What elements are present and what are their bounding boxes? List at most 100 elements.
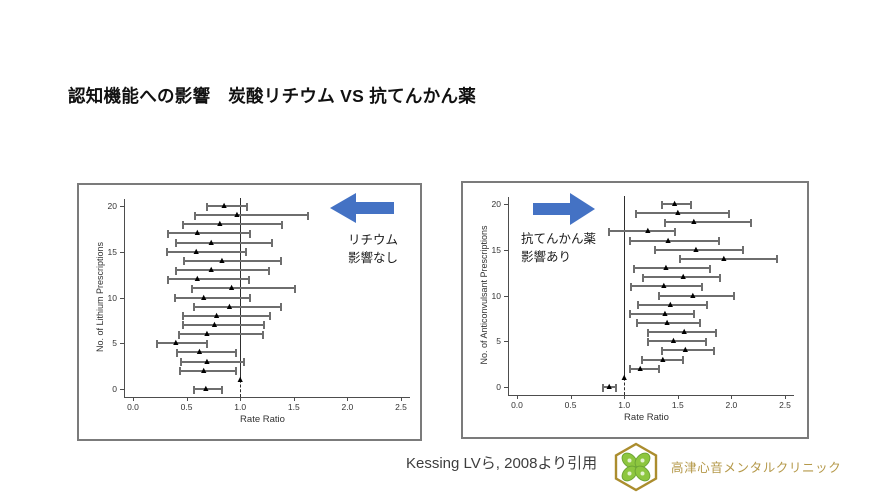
confidence-interval-bar [647,331,717,334]
point-estimate-marker: ▲ [217,254,227,265]
x-tick-label: 0.0 [127,402,139,412]
confidence-interval-bar [181,360,245,363]
ci-left-cap [174,266,177,275]
reference-line-solid [240,198,242,376]
x-tick [293,397,295,401]
ci-right-cap [269,312,272,321]
ci-left-cap [628,237,631,246]
ci-left-cap [634,209,637,218]
ci-left-cap [629,282,632,291]
ci-left-cap [183,257,186,266]
ci-left-cap [642,273,645,282]
x-axis-spine [124,397,410,398]
ci-right-cap [248,294,251,302]
ci-right-cap [279,303,282,312]
ci-right-cap [713,346,716,355]
ci-right-cap [742,246,745,255]
ci-left-cap [663,218,666,227]
y-tick-label: 0 [112,384,117,394]
point-estimate-marker: ▲ [206,236,216,247]
point-estimate-marker: ▲ [225,300,234,311]
point-estimate-marker: ▲ [202,328,212,339]
ci-right-cap [271,239,274,248]
ci-right-cap [732,292,735,300]
x-axis-title: Rate Ratio [624,412,669,423]
x-tick [240,397,242,401]
anticonvulsant-effect-annotation: 抗てんかん薬 影響あり [521,231,596,266]
ci-right-cap [293,284,296,293]
x-axis-spine [508,395,794,396]
confidence-interval-bar [602,386,616,388]
ci-right-cap [657,365,660,374]
ci-right-cap [220,385,223,394]
confidence-interval-bar [183,323,264,326]
ci-left-cap [641,356,644,365]
y-tick [504,204,508,205]
point-estimate-marker: ▲ [670,197,680,208]
ci-right-cap [682,356,685,365]
confidence-interval-bar [167,250,246,253]
confidence-interval-bar [184,259,281,262]
point-estimate-marker: ▲ [171,337,181,348]
point-estimate-marker: ▲ [661,262,671,273]
confidence-interval-bar [176,351,236,354]
point-estimate-marker: ▲ [206,264,216,275]
ci-right-cap [718,273,721,282]
ci-left-cap [179,367,182,376]
confidence-interval-bar [168,232,250,235]
ci-left-cap [636,319,639,328]
ci-right-cap [699,319,702,328]
x-tick [624,395,626,399]
reference-line-dashed [623,373,625,395]
y-tick-label: 0 [496,382,501,392]
y-tick [504,249,508,251]
confidence-interval-bar [629,367,659,370]
confidence-interval-bar [635,212,730,215]
ci-left-cap [180,358,183,367]
x-tick-label: 2.0 [341,402,354,412]
ci-right-cap [701,282,704,291]
lithium-no-effect-annotation: リチウム 影響なし [348,232,398,267]
ci-right-cap [243,358,246,367]
ci-right-cap [705,301,708,310]
ci-right-cap [673,227,676,236]
y-tick [120,297,124,299]
point-estimate-marker: ▲ [691,243,701,254]
ci-right-cap [247,275,250,284]
point-estimate-marker: ▲ [688,289,698,300]
ci-left-cap [182,220,185,229]
ci-left-cap [182,321,185,330]
lithium-forest-plot-panel: No. of Lithium Prescriptions リチウム 影響なし 0… [77,183,422,441]
ci-right-cap [689,200,692,209]
ci-left-cap [628,310,631,319]
ci-left-cap [660,346,663,355]
x-tick-label: 1.5 [287,402,300,412]
y-axis-spine [124,199,125,397]
point-estimate-marker: ▲ [719,252,729,263]
confidence-interval-bar [175,269,270,272]
ci-left-cap [608,227,611,236]
annotation-line: 影響なし [348,250,399,265]
ci-left-cap [167,275,170,284]
clinic-name-text: 高津心音メンタルクリニック [671,461,842,475]
point-estimate-marker: ▲ [227,282,237,293]
ci-right-cap [268,266,271,275]
ci-right-cap [717,237,720,246]
confidence-interval-bar [637,321,701,324]
y-tick [504,341,508,343]
point-estimate-marker: ▲ [669,335,678,346]
point-estimate-marker: ▲ [659,280,669,291]
point-estimate-marker: ▲ [635,362,645,373]
ci-left-cap [173,294,176,302]
x-tick [731,395,733,399]
x-tick [401,397,402,401]
y-tick-label: 15 [491,244,501,255]
confidence-interval-bar [609,230,675,233]
confidence-interval-bar [638,303,707,306]
ci-right-cap [715,328,718,337]
ci-right-cap [234,348,237,357]
ci-left-cap [155,339,158,348]
ci-left-cap [654,246,657,255]
ci-left-cap [175,348,178,357]
y-tick [120,343,124,345]
